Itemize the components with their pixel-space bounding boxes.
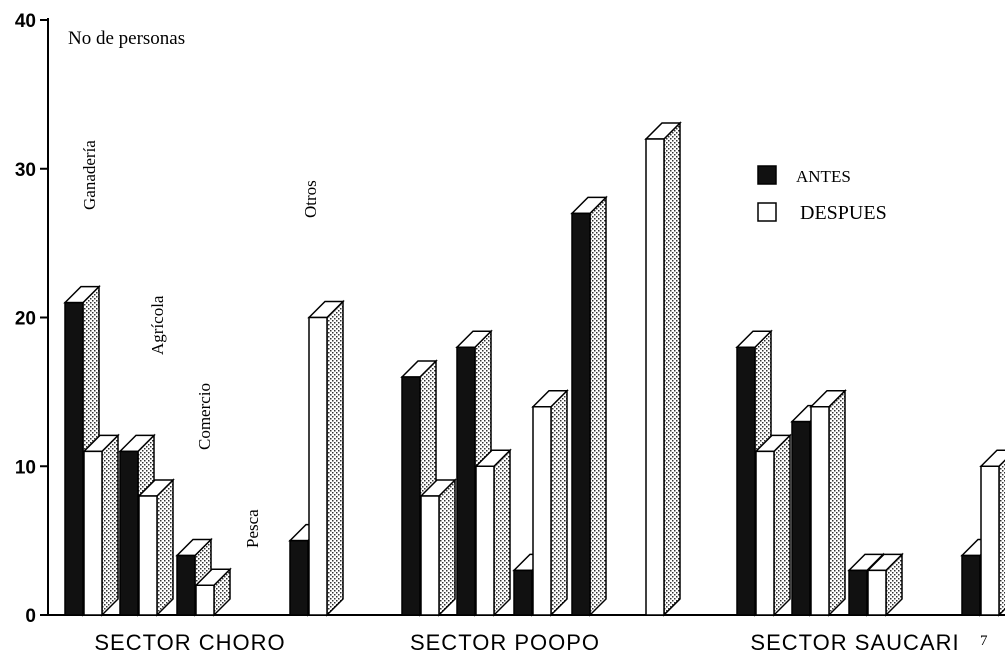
bar-front-face <box>791 420 811 616</box>
bar-front-face <box>138 495 158 616</box>
category-label: Otros <box>301 180 320 218</box>
legend-label-antes: ANTES <box>796 167 851 186</box>
bar-front-face <box>980 465 1000 616</box>
y-tick-label: 20 <box>15 309 36 330</box>
bar-side-face <box>663 121 681 617</box>
bar-front-face <box>83 450 103 616</box>
bar-side-face <box>773 433 791 617</box>
bar-side-face <box>828 388 846 617</box>
bar-front-face <box>848 569 868 616</box>
bar-side-face <box>998 459 1005 617</box>
bar-side-face <box>101 433 119 617</box>
bar-front-face <box>867 569 887 616</box>
bar-despues-ganadera-3 <box>754 433 792 617</box>
y-axis-title: No de personas <box>68 28 185 49</box>
bar-front-face <box>420 495 440 616</box>
y-tick-label: 30 <box>15 160 36 181</box>
group-label: SECTOR SAUCARI <box>750 630 959 655</box>
bar-front-face <box>176 554 196 616</box>
bar-despues-ganadera-2 <box>419 478 457 617</box>
bar-front-face <box>810 406 830 616</box>
bar-front-face <box>736 346 756 616</box>
bar-side-face <box>438 478 456 617</box>
bar-despues-comercio-3 <box>866 552 904 617</box>
y-tick-label: 10 <box>15 457 36 478</box>
bar-side-face <box>589 195 607 617</box>
stray-mark: 7 <box>980 633 988 649</box>
bar-front-face <box>532 406 552 616</box>
bar-front-face <box>961 554 981 616</box>
bar-despues-otros-1 <box>307 299 345 617</box>
legend: ANTES DESPUES <box>757 165 887 224</box>
y-tick-label: 0 <box>25 606 36 627</box>
bar-front-face <box>308 316 328 616</box>
category-label: Ganadería <box>80 140 99 210</box>
group-label: SECTOR POOPO <box>410 630 600 655</box>
bar-front-face <box>456 346 476 616</box>
y-tick-label: 40 <box>15 11 36 32</box>
bar-despues-agrcola-1 <box>137 478 175 617</box>
bar-front-face <box>119 450 139 616</box>
bar-despues-agrcola-3 <box>809 388 847 617</box>
bar-despues-comercio-2 <box>531 388 569 617</box>
bar-front-face <box>513 569 533 616</box>
bar-front-face <box>755 450 775 616</box>
bar-front-face <box>571 212 591 616</box>
bars <box>63 121 1005 617</box>
legend-label-despues: DESPUES <box>800 202 887 224</box>
bar-front-face <box>645 138 665 616</box>
bar-side-face <box>326 299 344 617</box>
category-label: Comercio <box>195 383 214 450</box>
bar-side-face <box>493 448 511 617</box>
group-label: SECTOR CHORO <box>94 630 285 655</box>
bar-top-face <box>979 449 1005 467</box>
category-label: Pesca <box>243 509 262 548</box>
bar-despues-otros-3 <box>979 449 1005 617</box>
bar-front-face <box>289 539 309 616</box>
category-label: Agrícola <box>148 295 167 355</box>
bar-antes-pesca-2 <box>570 195 608 617</box>
bar-despues-otros-2 <box>644 121 682 617</box>
bar-side-face <box>550 388 568 617</box>
labels: No de personas SECTOR CHORO SECTOR POOPO SE… <box>68 28 988 655</box>
legend-swatch-antes <box>757 165 777 185</box>
bar-side-face <box>156 478 174 617</box>
bar-despues-ganadera-1 <box>82 433 120 617</box>
bar-front-face <box>64 301 84 616</box>
bar-front-face <box>475 465 495 616</box>
bar-despues-agrcola-2 <box>474 448 512 617</box>
bar-front-face <box>401 376 421 616</box>
bar-front-face <box>195 584 215 616</box>
bar-despues-comercio-1 <box>194 567 232 617</box>
legend-swatch-despues <box>757 202 777 222</box>
